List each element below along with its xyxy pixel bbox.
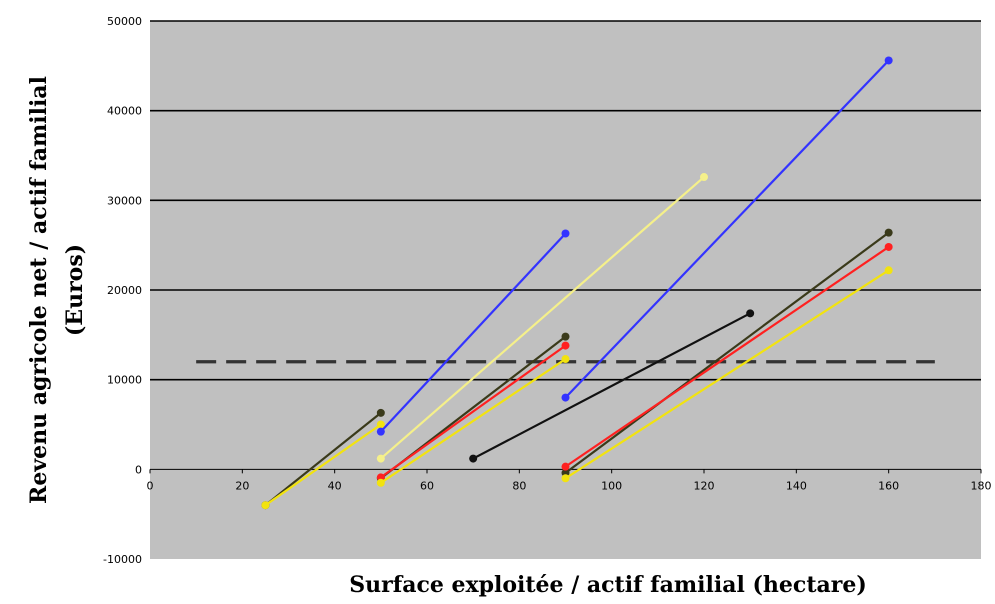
data-point [884,266,893,275]
x-tick-label: 60 [420,479,434,492]
series-line [380,358,567,484]
y-tick-label: 50000 [107,15,142,28]
data-point [376,420,385,429]
series-line [380,232,567,433]
x-tick-label: 40 [328,479,342,492]
y-tick-label: 20000 [107,284,142,297]
data-point [561,229,570,238]
y-tick-label: 10000 [107,374,142,387]
series-9 [469,309,755,463]
series-line [264,423,382,507]
data-point [469,454,478,463]
series-line [472,312,751,460]
data-point [376,427,385,436]
data-point [700,173,708,182]
data-point [376,454,385,463]
series-line [264,411,382,507]
series-2 [261,420,385,510]
y-axis-title-line-1: Revenu agricole net / actif familial [26,76,52,504]
x-tick-label: 80 [512,479,526,492]
series-6 [376,341,570,482]
x-tick-label: 0 [147,479,154,492]
data-point [561,355,570,364]
data-point [746,309,755,318]
series-line [380,176,705,460]
y-tick-label: 0 [135,463,142,476]
data-point [561,393,570,402]
x-tick-label: 180 [971,479,992,492]
y-tick-label: -10000 [103,553,142,566]
series-line [564,269,890,480]
data-point [561,462,570,471]
series-4 [376,173,708,463]
series-12 [561,266,893,483]
series-3 [376,229,570,436]
y-axis-title-line-2: (Euros) [62,244,88,336]
x-tick-label: 120 [694,479,715,492]
y-tick-label: 30000 [107,194,142,207]
x-axis-title: Surface exploitée / actif familial (hect… [349,572,866,598]
series-11 [561,242,893,471]
x-tick-label: 20 [235,479,249,492]
series-line [380,344,567,479]
series-layer [261,56,893,510]
data-point [376,408,385,417]
y-tick-labels: -10000 0 10000 20000 30000 40000 50000 [103,15,142,566]
x-tick-labels: 0 20 40 60 80 100 120 140 160 180 [147,479,992,492]
data-point [884,228,893,237]
data-point [884,56,893,65]
data-point [376,478,385,487]
data-point [561,341,570,350]
y-tick-label: 40000 [107,105,142,118]
x-tick-label: 160 [878,479,899,492]
data-point [261,501,270,510]
series-line [564,246,890,468]
series-7 [376,355,570,487]
data-point [884,242,893,251]
data-point [561,474,570,483]
x-tick-label: 140 [786,479,807,492]
data-point [561,332,570,341]
x-tick-label: 100 [601,479,622,492]
series-line [564,231,890,474]
series-8 [561,56,893,402]
series-line [564,59,890,399]
